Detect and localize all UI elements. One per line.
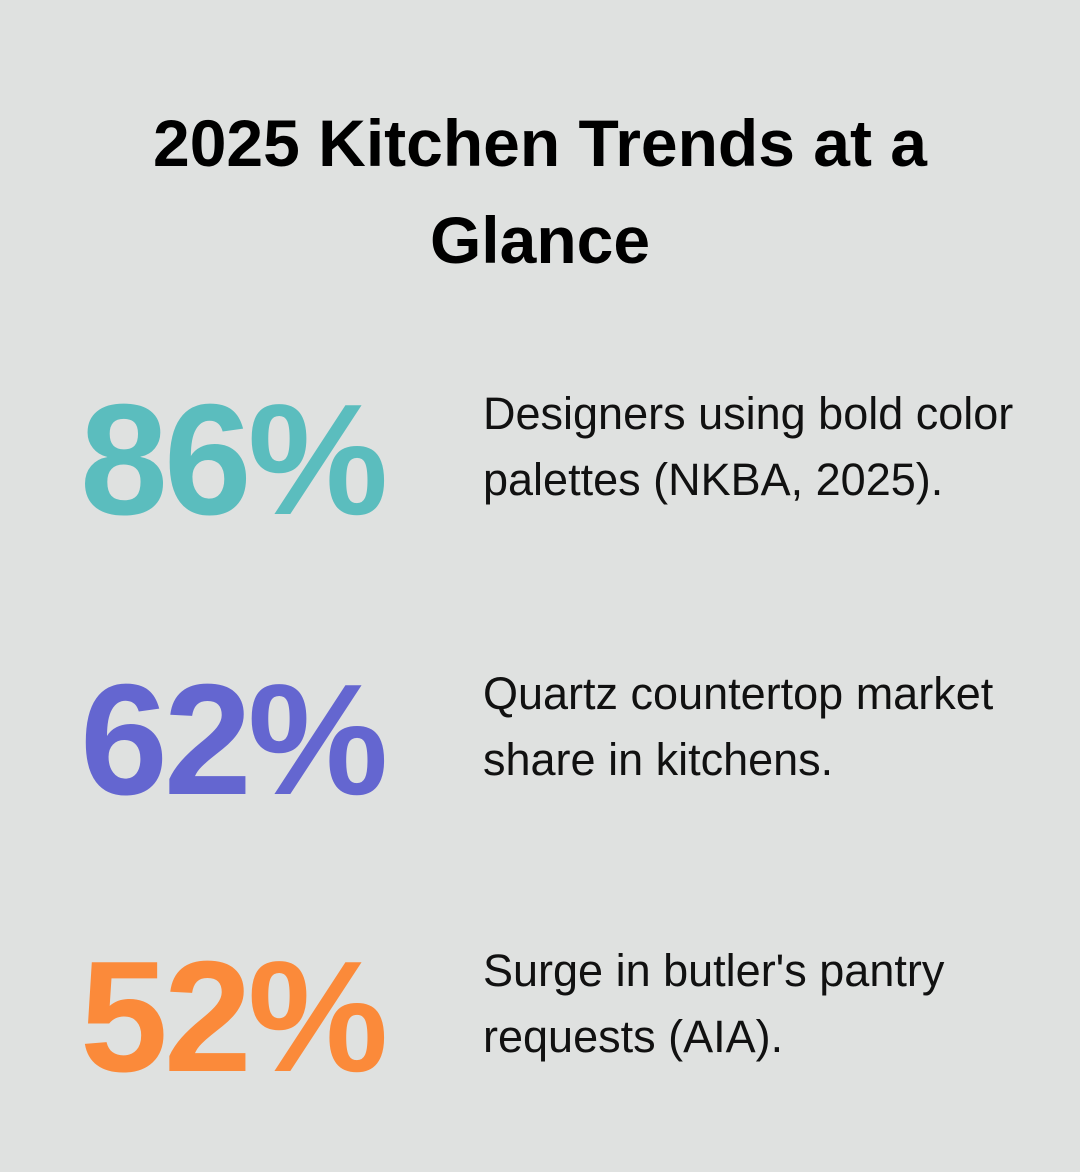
page-title: 2025 Kitchen Trends at a Glance bbox=[153, 106, 927, 277]
stat-description: Surge in butler's pantry requests (AIA). bbox=[483, 945, 945, 1062]
stat-row-bold-colors: 86% Designers using bold color palettes … bbox=[0, 375, 1080, 615]
stat-value: 62% bbox=[80, 652, 388, 828]
stat-description: Designers using bold color palettes (NKB… bbox=[483, 388, 1014, 505]
stat-row-quartz: 62% Quartz countertop market share in ki… bbox=[0, 655, 1080, 895]
stat-value: 52% bbox=[80, 929, 388, 1105]
stat-row-butlers-pantry: 52% Surge in butler's pantry requests (A… bbox=[0, 932, 1080, 1172]
stat-value: 86% bbox=[80, 372, 388, 548]
stat-description: Quartz countertop market share in kitche… bbox=[483, 668, 994, 785]
